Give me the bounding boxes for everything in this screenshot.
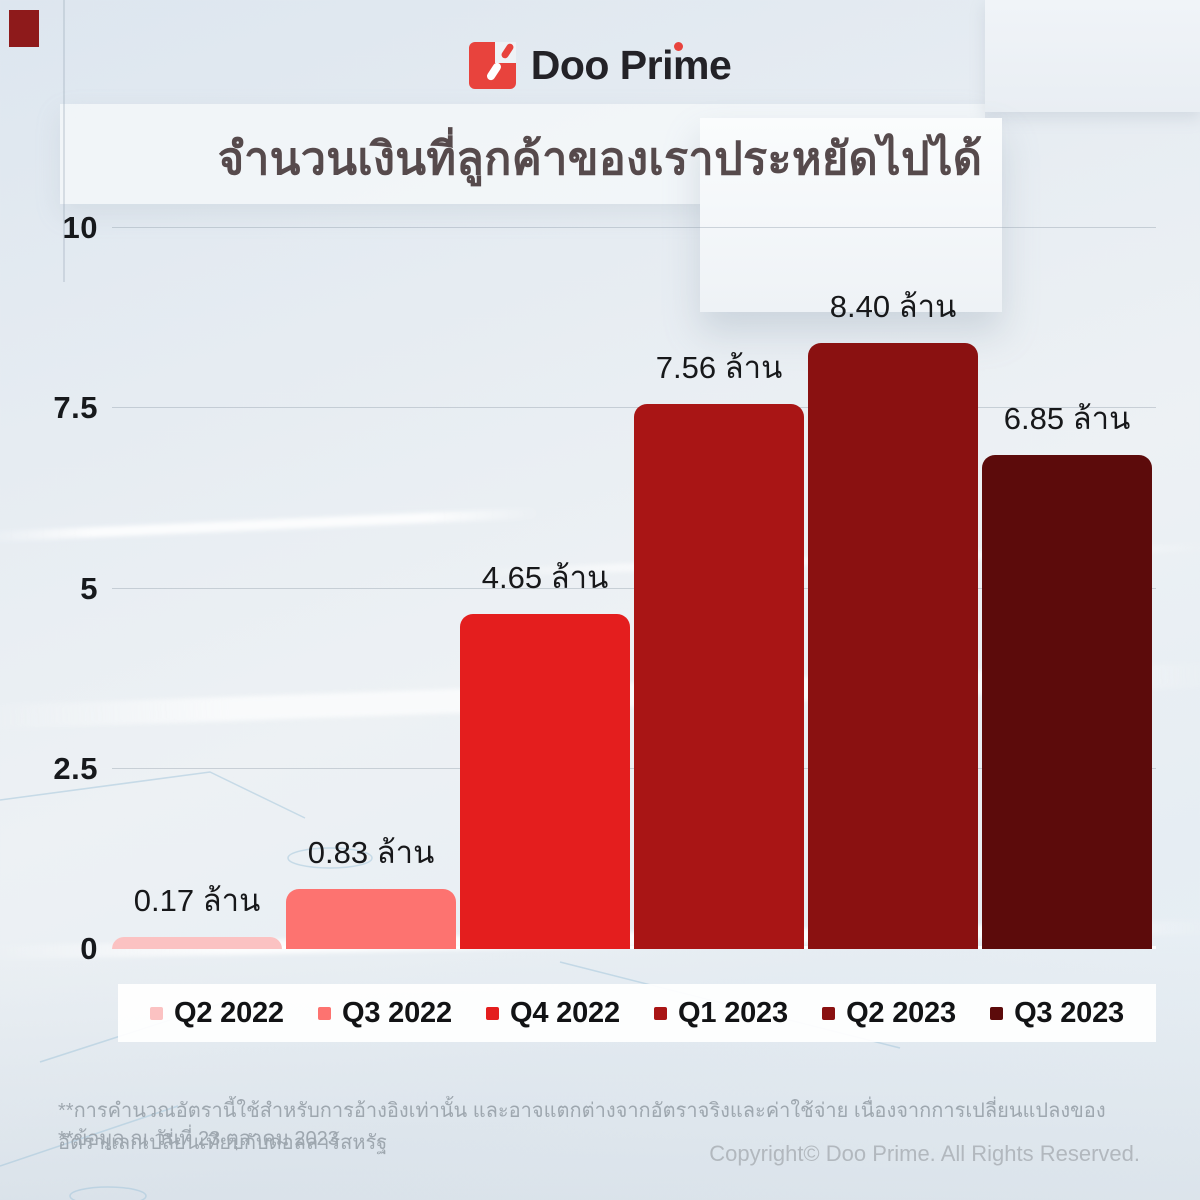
bar-q3-2023 bbox=[982, 455, 1152, 949]
gridline bbox=[112, 227, 1156, 228]
legend-swatch bbox=[822, 1006, 836, 1020]
legend-item-q1-2023: Q1 2023 bbox=[654, 997, 788, 1030]
logo: Doo Prime bbox=[0, 42, 1200, 89]
doo-prime-logo-icon bbox=[468, 42, 516, 89]
y-axis: 0 2.5 5 7.5 10 bbox=[14, 211, 98, 966]
bar-value-label: 4.65 ล้าน bbox=[481, 559, 609, 595]
chart-legend: Q2 2022 Q3 2022 Q4 2022 Q1 2023 Q2 2023 Q3 20… bbox=[118, 984, 1156, 1042]
background-panel-right bbox=[700, 118, 1002, 312]
legend-swatch bbox=[486, 1006, 500, 1020]
bar-q2-2023 bbox=[808, 343, 978, 949]
legend-label: Q3 2023 bbox=[1014, 996, 1124, 1029]
legend-swatch bbox=[318, 1006, 332, 1020]
y-tick-label: 5 bbox=[80, 570, 98, 606]
legend-swatch bbox=[654, 1006, 668, 1020]
bar-value-label: 6.85 ล้าน bbox=[1003, 401, 1131, 437]
copyright-text: Copyright© Doo Prime. All Rights Reserve… bbox=[709, 1141, 1140, 1166]
bar-value-label: 0.83 ล้าน bbox=[307, 835, 435, 871]
legend-swatch bbox=[990, 1006, 1004, 1020]
page-title: จำนวนเงินที่ลูกค้าของเราประหยัดไปได้ bbox=[217, 133, 983, 184]
legend-item-q2-2022: Q2 2022 bbox=[150, 997, 284, 1030]
bar-value-label: 7.56 ล้าน bbox=[655, 349, 783, 385]
corner-accent-square bbox=[9, 10, 39, 47]
bar-q1-2023 bbox=[634, 403, 804, 949]
legend-item-q3-2022: Q3 2022 bbox=[318, 997, 452, 1030]
legend-swatch bbox=[150, 1006, 163, 1020]
footnote-line-2: **ข้อมูล ณ วันที่ 23 ตุลาคม 2023 bbox=[58, 1128, 339, 1150]
logo-icon-white-stroke bbox=[485, 61, 503, 82]
y-tick-label: 7.5 bbox=[53, 390, 98, 426]
legend-label: Q1 2023 bbox=[678, 996, 788, 1029]
bar-value-label: 8.40 ล้าน bbox=[829, 289, 957, 325]
bar-q3-2022 bbox=[286, 889, 456, 949]
bar-q4-2022 bbox=[460, 613, 630, 949]
y-tick-label: 10 bbox=[62, 210, 98, 245]
gridline bbox=[112, 407, 1156, 409]
background-panel-top-right bbox=[985, 0, 1200, 112]
background-edge-line bbox=[63, 0, 65, 282]
legend-item-q4-2022: Q4 2022 bbox=[486, 997, 620, 1030]
bar-q2-2022 bbox=[112, 936, 282, 949]
legend-item-q3-2023: Q3 2023 bbox=[990, 997, 1124, 1030]
bar-value-label: 0.17 ล้าน bbox=[133, 882, 261, 918]
legend-label: Q2 2023 bbox=[846, 996, 956, 1029]
plot-area: 0.17 ล้าน 0.83 ล้าน 4.65 ล้าน 7.56 ล้าน 8.40… bbox=[112, 227, 1156, 949]
legend-label: Q3 2022 bbox=[342, 996, 452, 1029]
logo-text: Doo Prime bbox=[530, 42, 732, 88]
legend-label: Q2 2022 bbox=[174, 996, 284, 1029]
legend-label: Q4 2022 bbox=[510, 996, 620, 1029]
y-tick-label: 2.5 bbox=[53, 750, 98, 786]
y-tick-label: 0 bbox=[80, 931, 98, 966]
legend-item-q2-2023: Q2 2023 bbox=[822, 997, 956, 1030]
footnote-line-1: **การคำนวณอัตรานี้ใช้สำหรับการอ้างอิงเท่… bbox=[58, 1100, 1106, 1154]
